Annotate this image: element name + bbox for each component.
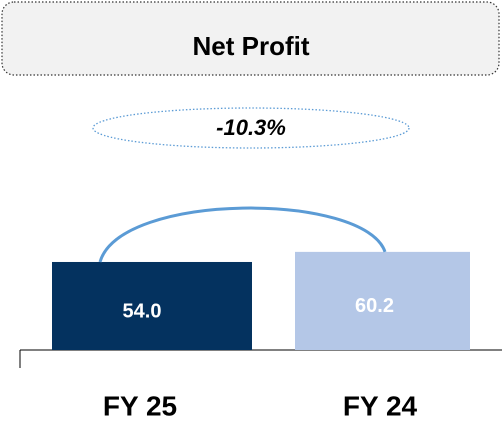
bar	[52, 261, 252, 350]
x-tick-label: FY 25	[103, 390, 177, 421]
annotation-ellipse	[92, 107, 410, 149]
x-tick-label: FY 24	[343, 390, 418, 421]
annotation: -10.3%	[216, 115, 286, 140]
value-label: 54.0	[123, 300, 162, 322]
comparison-arc	[98, 206, 387, 263]
chart-title: Net Profit	[193, 31, 310, 61]
title-box	[1, 1, 500, 76]
value-label: 60.2	[355, 295, 394, 317]
bar	[295, 251, 470, 350]
